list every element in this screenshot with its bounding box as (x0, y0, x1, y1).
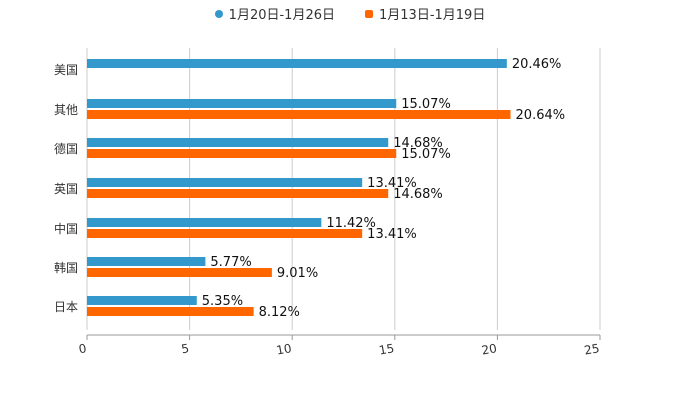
legend-label: 1月20日-1月26日 (228, 8, 335, 23)
legend-item-series-2[interactable]: 1月13日-1月19日 (365, 4, 485, 23)
data-label: 14.68% (393, 187, 443, 202)
data-label: 5.77% (210, 255, 251, 270)
bar-series-1 (87, 99, 397, 108)
data-label: 8.12% (259, 305, 300, 320)
legend-label: 1月13日-1月19日 (379, 8, 486, 23)
bar-series-2 (87, 307, 254, 316)
bar-series-1 (87, 178, 363, 187)
legend-marker-icon (365, 9, 373, 18)
bar-series-2 (87, 149, 397, 158)
data-label: 14.68% (393, 136, 443, 151)
data-label: 20.46% (512, 57, 562, 72)
category-label: 英国 (54, 182, 78, 196)
bar-series-2 (87, 229, 363, 238)
data-label: 13.41% (367, 176, 417, 191)
x-tick-label: 0 (78, 341, 88, 356)
x-tick-label: 20 (480, 341, 497, 357)
category-label: 韩国 (54, 260, 78, 275)
x-tick-label: 25 (583, 341, 600, 357)
data-label: 15.07% (401, 147, 451, 162)
bar-series-2 (87, 268, 272, 277)
bar-series-1 (87, 296, 197, 305)
data-label: 9.01% (277, 266, 318, 281)
legend: 1月20日-1月26日 1月13日-1月19日 (0, 4, 700, 23)
data-label: 11.42% (326, 216, 376, 231)
x-tick-label: 10 (275, 341, 292, 357)
bar-series-1 (87, 138, 389, 147)
bar-series-1 (87, 59, 507, 68)
bar-series-2 (87, 189, 389, 198)
data-label: 20.64% (516, 108, 566, 123)
bar-series-1 (87, 218, 322, 227)
data-label: 13.41% (367, 227, 417, 242)
category-label: 中国 (54, 221, 78, 236)
legend-marker-icon (214, 9, 223, 18)
x-tick-label: 15 (378, 341, 395, 357)
bar-series-2 (87, 110, 511, 119)
data-label: 15.07% (401, 97, 451, 112)
category-label: 美国 (54, 63, 78, 77)
bar-series-1 (87, 257, 206, 266)
category-label: 日本 (54, 300, 78, 314)
legend-item-series-1[interactable]: 1月20日-1月26日 (214, 4, 335, 23)
data-label: 5.35% (202, 294, 243, 309)
category-label: 德国 (54, 141, 78, 156)
category-label: 其他 (54, 103, 78, 117)
x-tick-label: 5 (180, 341, 190, 356)
